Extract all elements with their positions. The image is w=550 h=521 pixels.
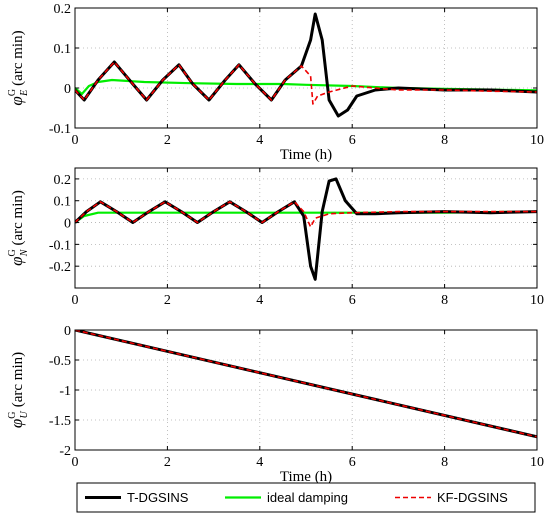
y-tick-label: -2 — [59, 444, 71, 459]
x-tick-label: 0 — [72, 293, 79, 308]
x-tick-label: 10 — [530, 133, 544, 148]
y-axis-unit: (arc min) — [10, 352, 26, 407]
series-line-kf-dgsins — [75, 201, 537, 228]
x-tick-label: 8 — [441, 455, 448, 470]
y-tick-label: 0.2 — [54, 2, 72, 17]
y-axis-superscript: G — [7, 249, 18, 256]
y-axis-subscript: N — [19, 248, 30, 257]
x-tick-label: 0 — [72, 133, 79, 148]
y-axis-symbol: φ — [7, 96, 26, 105]
x-tick-label: 4 — [256, 133, 263, 148]
y-axis-symbol: φ — [7, 419, 26, 428]
y-tick-label: 0 — [64, 82, 71, 97]
y-axis-subscript: E — [19, 90, 30, 97]
y-axis-superscript: G — [7, 89, 18, 96]
y-tick-label: -0.1 — [49, 238, 71, 253]
y-tick-label: -0.5 — [49, 354, 71, 369]
y-axis-label: φGU (arc min) — [7, 352, 30, 428]
x-tick-label: 10 — [530, 293, 544, 308]
y-axis-label: φGE (arc min) — [7, 30, 30, 105]
y-tick-label: -1 — [59, 384, 71, 399]
y-tick-label: 0.1 — [54, 42, 72, 57]
y-tick-label: 0.2 — [54, 173, 72, 188]
y-axis-symbol: φ — [7, 256, 26, 265]
y-axis-unit: (arc min) — [10, 190, 26, 245]
y-axis-label: φGN (arc min) — [7, 190, 30, 266]
x-tick-label: 10 — [530, 455, 544, 470]
x-tick-label: 6 — [349, 133, 356, 148]
axes-box — [74, 167, 538, 289]
y-tick-label: -0.2 — [49, 260, 71, 275]
x-tick-label: 6 — [349, 293, 356, 308]
x-tick-label: 0 — [72, 455, 79, 470]
legend: T-DGSINS ideal damping KF-DGSINS — [76, 482, 536, 513]
x-tick-label: 6 — [349, 455, 356, 470]
y-tick-label: -1.5 — [49, 414, 71, 429]
x-axis-label: Time (h) — [280, 469, 332, 485]
y-tick-label: 0 — [64, 324, 71, 339]
axes-box — [74, 7, 538, 129]
y-axis-subscript: U — [19, 410, 30, 418]
y-tick-label: 0.1 — [54, 195, 72, 210]
y-axis-superscript: G — [7, 411, 18, 418]
legend-box — [76, 482, 536, 513]
x-tick-label: 8 — [441, 133, 448, 148]
y-tick-label: 0 — [64, 217, 71, 232]
x-tick-label: 2 — [164, 455, 171, 470]
y-axis-unit: (arc min) — [10, 30, 26, 85]
series-line-kf-dgsins — [75, 330, 537, 438]
legend-label-t-dgsins: T-DGSINS — [127, 490, 189, 505]
panel-up: 0 2 4 6 8 10 -2 -1.5 -1 -0.5 0 Time (h) φGU (arc min) — [7, 324, 544, 485]
legend-label-ideal-damping: ideal damping — [267, 490, 348, 505]
x-tick-label: 2 — [164, 133, 171, 148]
y-tick-label: -0.1 — [49, 122, 71, 137]
series-line-kf-dgsins — [75, 61, 537, 105]
x-tick-label: 2 — [164, 293, 171, 308]
legend-label-kf-dgsins: KF-DGSINS — [437, 490, 508, 505]
x-tick-label: 4 — [256, 455, 263, 470]
x-tick-label: 4 — [256, 293, 263, 308]
panel-north: 0 2 4 6 8 10 -0.2 -0.1 0 0.1 0.2 φGN (arc min) — [7, 167, 544, 308]
x-axis-label: Time (h) — [280, 147, 332, 163]
x-tick-label: 8 — [441, 293, 448, 308]
